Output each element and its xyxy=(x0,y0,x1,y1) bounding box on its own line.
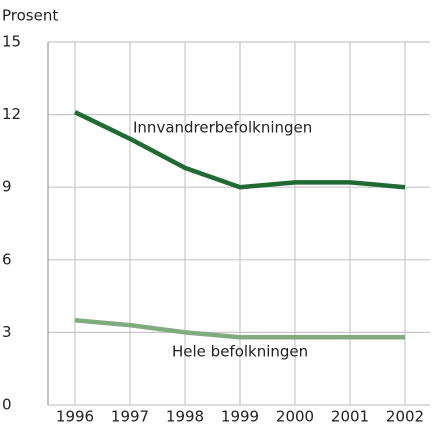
x-tick-label: 2001 xyxy=(331,408,369,426)
x-tick-label: 2002 xyxy=(386,408,424,426)
line-series xyxy=(74,318,405,340)
series-label: Hele befolkningen xyxy=(172,343,308,361)
x-tick-label: 1999 xyxy=(221,408,259,426)
line-series xyxy=(74,110,406,190)
y-tick-label: 12 xyxy=(2,105,21,123)
y-tick-label: 3 xyxy=(2,323,12,341)
y-tick-label: 15 xyxy=(2,33,21,51)
y-tick-label: 6 xyxy=(2,250,12,268)
x-tick-label: 1998 xyxy=(166,408,204,426)
y-tick-label: 9 xyxy=(2,178,12,196)
series-label: Innvandrerbefolkningen xyxy=(133,119,312,137)
y-axis-label: Prosent xyxy=(2,7,58,25)
y-tick-label: 0 xyxy=(2,396,12,414)
x-tick-label: 1997 xyxy=(111,408,149,426)
x-tick-label: 2000 xyxy=(276,408,314,426)
x-tick-label: 1996 xyxy=(56,408,94,426)
